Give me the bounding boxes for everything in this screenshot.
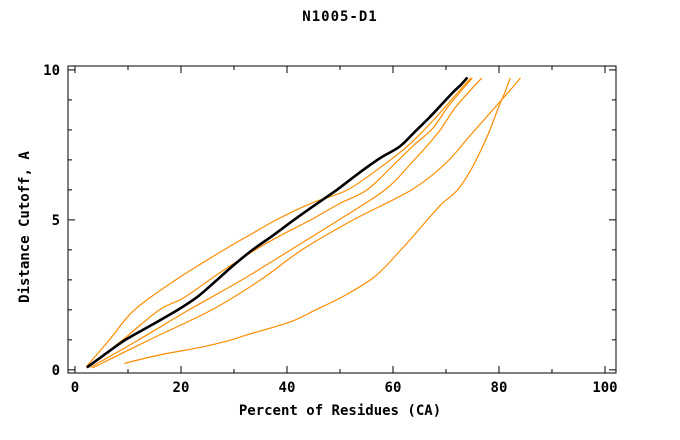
series-line-model-1: [86, 77, 471, 367]
x-tick-label: 40: [279, 380, 296, 396]
x-tick-label: 20: [173, 380, 190, 396]
x-tick-label: 80: [491, 380, 508, 396]
y-tick-label: 5: [52, 213, 60, 229]
y-tick-label: 10: [43, 63, 60, 79]
series-line-model-5: [124, 77, 511, 364]
y-tick-label: 0: [52, 363, 60, 379]
series-line-reference: [86, 77, 468, 369]
x-tick-label: 60: [385, 380, 402, 396]
series-line-model-3: [90, 77, 483, 368]
series-line-model-4: [92, 77, 521, 369]
chart-title: N1005-D1: [302, 9, 378, 25]
x-axis-label: Percent of Residues (CA): [238, 403, 442, 419]
series-line-model-2: [88, 77, 473, 368]
x-tick-label: 100: [592, 380, 617, 396]
x-tick-label: 0: [71, 380, 79, 396]
